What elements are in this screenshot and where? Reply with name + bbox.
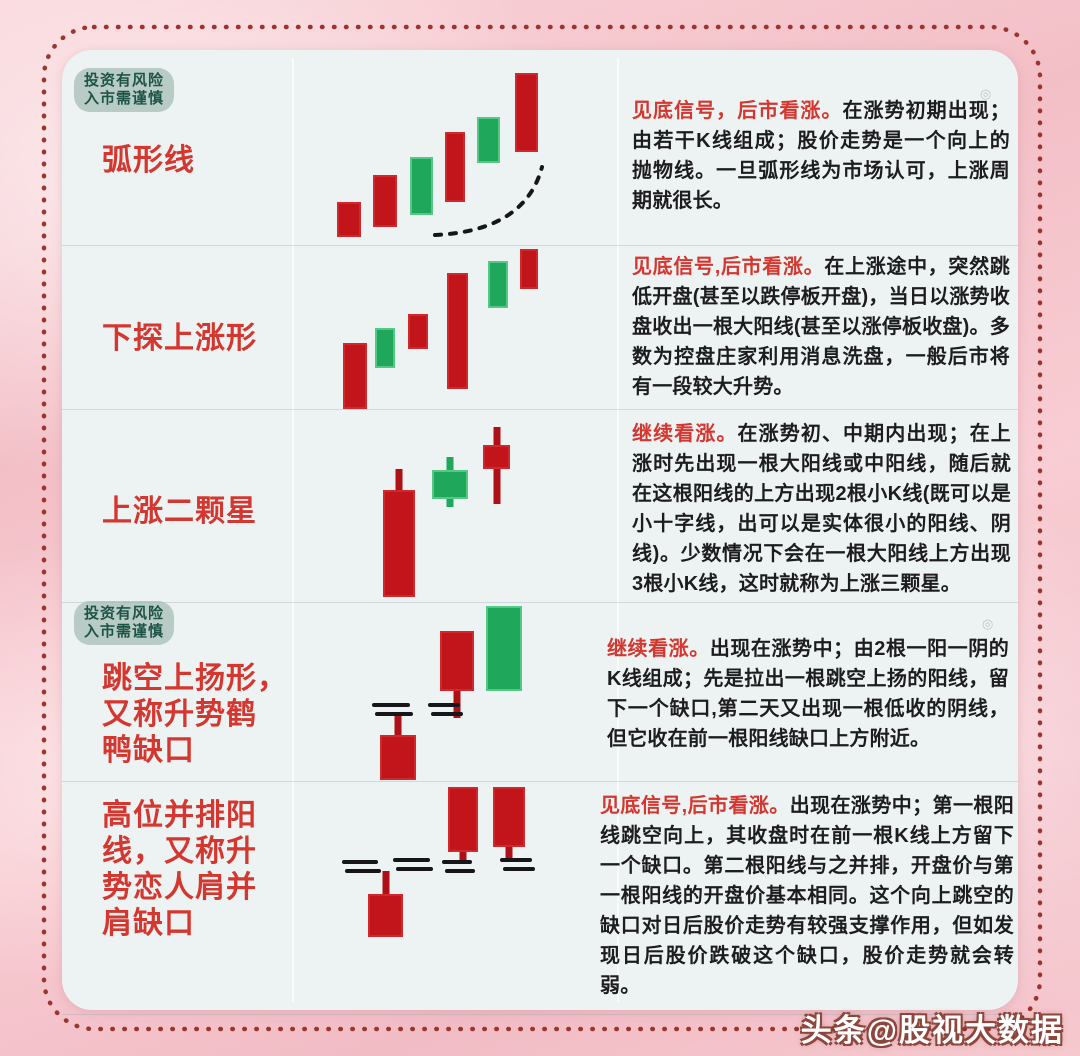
candle-red (493, 787, 525, 861)
candle-red (440, 631, 474, 718)
pattern-description: 继续看涨。在涨势初、中期内出现；在上涨时先出现一根大阳线或中阳线，随后就在这根阳… (632, 419, 1011, 599)
candle-red (515, 73, 538, 152)
watermark-icon: ◎ (980, 86, 992, 101)
lower-wick (446, 499, 454, 507)
signal-label: 见底信号，后市看涨。 (632, 100, 843, 122)
pattern-description: 继续看涨。出现在涨势中；由2根一阳一阴的K线组成；先是拉出一根跳空上扬的阳线，留… (607, 634, 1009, 754)
gap-mark (393, 858, 433, 871)
risk-warning-badge: 投资有风险 入市需谨慎 (74, 68, 175, 112)
gap-mark (500, 858, 535, 871)
upper-wick (395, 469, 403, 490)
upper-wick (394, 715, 402, 735)
watermark-icon: ◎ (982, 616, 994, 631)
risk-warning-badge: 投资有风险 入市需谨慎 (74, 601, 175, 645)
candle-green (410, 157, 433, 215)
candle-red (448, 787, 478, 864)
pattern-description: 见底信号,后市看涨。在上涨途中，突然跳低开盘(甚至以跌停板开盘)，当日以涨势收盘… (632, 252, 1010, 402)
candle-red (383, 469, 415, 597)
signal-label: 见底信号,后市看涨。 (600, 795, 790, 817)
candle-green (488, 261, 508, 308)
candle-red (520, 249, 538, 289)
candle-green (477, 117, 500, 163)
pattern-row: 高位并排阳 线，又称升 势恋人肩并 肩缺口 见底信号,后市看涨。出现在涨势中；第… (62, 782, 1018, 1015)
pattern-row: 上涨二颗星 继续看涨。在涨势初、中期内出现；在上涨时先出现一根大阳线或中阳线，随… (62, 410, 1018, 603)
candle-red (483, 427, 510, 504)
candle-red (337, 202, 361, 237)
pattern-row: 下探上涨形 见底信号,后市看涨。在上涨途中，突然跳低开盘(甚至以跌停板开盘)，当… (62, 246, 1018, 410)
pattern-description: 见底信号，后市看涨。在涨势初期出现；由若干K线组成；股价走势是一个向上的抛物线。… (632, 96, 1010, 216)
description-text: 在涨势初、中期内出现；在上涨时先出现一根大阳线或中阳线，随后就在这根阳线的上方出… (632, 423, 1011, 595)
gap-mark (372, 703, 413, 716)
upper-wick (493, 427, 500, 445)
signal-label: 继续看涨。 (632, 423, 738, 445)
pattern-description: 见底信号,后市看涨。出现在涨势中；第一根阳线跳空向上，其收盘时在前一根K线上方留… (600, 791, 1014, 1001)
signal-label: 继续看涨。 (607, 638, 710, 660)
candle-green (486, 606, 522, 691)
candle-red (343, 343, 367, 409)
candle-red (373, 175, 397, 227)
footer-watermark: 头条@股视大数据 (800, 1013, 1064, 1048)
signal-label: 见底信号,后市看涨。 (632, 256, 825, 278)
candle-red (368, 871, 403, 937)
pattern-row: 跳空上扬形， 又称升势鹤 鸭缺口 继续看涨。出现在涨势中；由2根一阳一阴的K线组… (62, 603, 1018, 782)
candle-green (375, 328, 395, 368)
description-text: 出现在涨势中；第一根阳线跳空向上，其收盘时在前一根K线上方留下一个缺口。第二根阳… (600, 795, 1015, 997)
lower-wick (493, 469, 500, 504)
pattern-row: 弧形线 见底信号，后市看涨。在涨势初期出现；由若干K线组成；股价走势是一个向上的… (62, 50, 1018, 246)
candle-red (380, 715, 416, 780)
upper-wick (382, 871, 389, 894)
candle-red (408, 314, 428, 349)
gap-mark (428, 703, 463, 716)
pattern-table-card: 弧形线 见底信号，后市看涨。在涨势初期出现；由若干K线组成；股价走势是一个向上的… (62, 50, 1018, 1015)
upper-wick (446, 457, 454, 470)
gap-mark (442, 860, 475, 873)
candle-green (432, 457, 468, 507)
gap-mark (342, 860, 381, 873)
candle-red (447, 273, 468, 389)
candle-red (445, 132, 465, 202)
